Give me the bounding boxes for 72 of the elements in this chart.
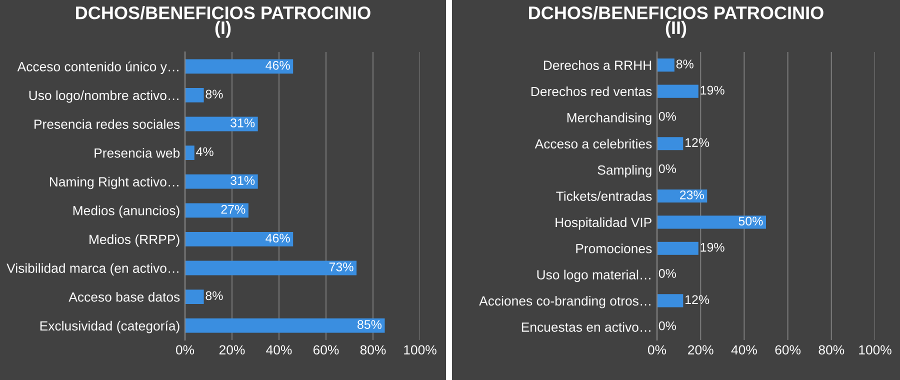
x-tick-label: 80% [818, 345, 844, 355]
y-tick-label: Visibilidad marca (en activo… [6, 263, 178, 276]
data-label: 46% [266, 234, 290, 243]
y-tick-label: Medios (RRPP) [90, 234, 180, 247]
y-tick-label: Hospitalidad VIP [556, 217, 652, 230]
data-label: 8% [206, 291, 223, 300]
data-label: 0% [658, 269, 676, 278]
data-label: 50% [738, 216, 763, 226]
y-tick-label: Acceso a celebrities [534, 138, 652, 149]
bar [657, 58, 674, 72]
bar [185, 59, 294, 74]
bar [185, 290, 204, 304]
y-tick-label: Naming Right activo… [50, 176, 178, 190]
bar [657, 84, 698, 98]
y-tick-label: Sampling [598, 165, 652, 178]
y-tick-label: Tickets/entradas [556, 191, 652, 201]
bar [657, 242, 698, 255]
x-tick-label: 80% [360, 345, 386, 355]
data-label: 46% [266, 60, 290, 70]
bar [657, 216, 766, 229]
y-tick-label: Medios (anuncios) [73, 206, 180, 218]
y-tick-label: Derechos a RRHH [544, 60, 652, 70]
chart-title: DCHOS/BENEFICIOS PATROCINIO (I) [76, 6, 370, 38]
x-tick-label: 100% [859, 345, 892, 355]
data-label: 19% [700, 86, 724, 95]
y-tick-label: Acciones co-branding otros… [479, 296, 650, 308]
bar [185, 232, 294, 246]
bar [185, 203, 248, 218]
y-tick-label: Encuestas en activo… [522, 322, 650, 332]
y-tick-label: Merchandising [567, 112, 652, 125]
x-tick-label: 40% [266, 345, 292, 355]
x-tick-label: 20% [219, 345, 245, 355]
x-tick-label: 0% [176, 345, 194, 355]
data-label: 12% [686, 295, 710, 304]
y-tick-label: Exclusividad (categoría) [40, 320, 180, 334]
bar [657, 137, 684, 150]
data-label: 0% [658, 321, 676, 330]
bar [185, 146, 194, 160]
data-label: 8% [206, 90, 223, 99]
y-tick-label: Derechos red ventas [531, 86, 652, 96]
x-tick-label: 60% [313, 345, 339, 355]
data-label: 4% [196, 147, 214, 156]
data-label: 73% [329, 262, 354, 272]
x-tick-label: 20% [688, 345, 714, 355]
data-label: 19% [700, 242, 724, 252]
x-tick-label: 40% [731, 345, 757, 355]
y-tick-label: Acceso base datos [68, 292, 180, 302]
chart-title: DCHOS/BENEFICIOS PATROCINIO (II) [529, 6, 824, 38]
y-tick-label: Uso logo material… [537, 270, 650, 282]
data-label: 23% [680, 190, 704, 200]
bar [185, 260, 357, 276]
y-tick-label: Promociones [576, 244, 652, 254]
x-tick-label: 100% [404, 345, 436, 355]
y-tick-label: Uso logo/nombre activo… [29, 90, 178, 103]
bar [657, 294, 684, 308]
x-tick-label: 0% [648, 345, 666, 355]
data-label: 31% [230, 176, 255, 185]
y-tick-label: Acceso contenido único y… [17, 62, 178, 74]
data-label: 8% [676, 60, 694, 68]
x-tick-label: 60% [775, 345, 801, 355]
y-tick-label: Presencia web [94, 148, 180, 158]
data-label: 31% [230, 118, 255, 128]
data-label: 0% [658, 164, 676, 174]
data-label: 12% [686, 138, 710, 147]
data-label: 27% [221, 204, 246, 214]
data-label: 85% [358, 320, 382, 329]
bar [185, 116, 258, 132]
data-label: 0% [658, 112, 676, 121]
bar [185, 174, 258, 189]
y-tick-label: Presencia redes sociales [34, 119, 180, 129]
bar [185, 318, 385, 333]
bar [185, 88, 204, 102]
